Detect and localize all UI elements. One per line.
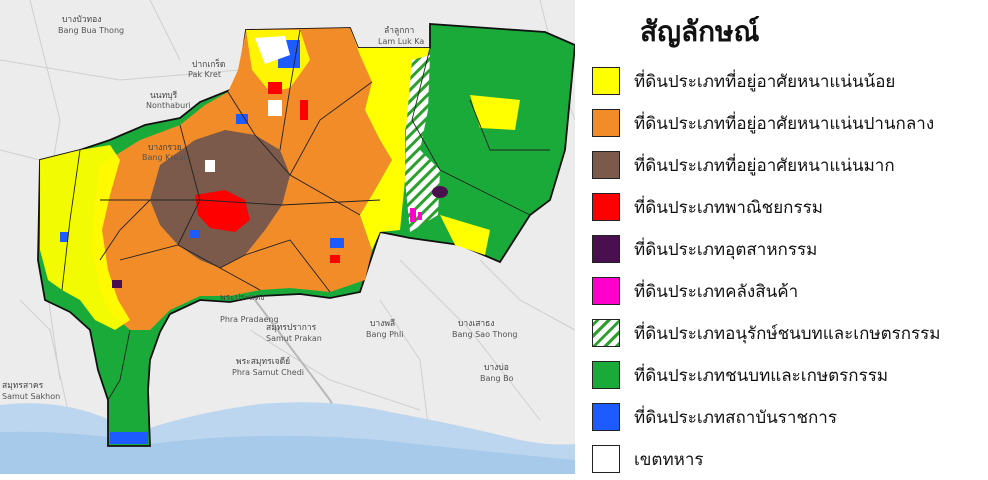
commercial-zone-south xyxy=(330,255,340,263)
legend-item-institution: ที่ดินประเภทสถาบันราชการ xyxy=(592,396,941,438)
place-label-bangkruai-en: Bang Kruai xyxy=(142,153,186,162)
place-label-lamlukka-th: ลำลูกกา xyxy=(384,26,414,36)
legend-item-rural-agriculture: ที่ดินประเภทชนบทและเกษตรกรรม xyxy=(592,354,941,396)
place-label-phrapradaeng-th: พระประแดง xyxy=(220,293,264,303)
legend-swatch-rural-conservation xyxy=(592,319,620,347)
military-zone-2 xyxy=(268,100,282,116)
legend-swatch-high-density xyxy=(592,151,620,179)
place-label-bangbo-en: Bang Bo xyxy=(480,374,514,383)
place-label-pakkret-th: ปากเกร็ด xyxy=(192,58,225,70)
legend-swatch-institution xyxy=(592,403,620,431)
legend-swatch-military xyxy=(592,445,620,473)
legend-label: ที่ดินประเภทอุตสาหกรรม xyxy=(634,239,818,260)
legend-swatch-rural-agriculture xyxy=(592,361,620,389)
map-canvas: บางบัวทอง Bang Bua Thong ปากเกร็ด Pak Kr… xyxy=(0,0,575,474)
legend-item-commercial: ที่ดินประเภทพาณิชยกรรม xyxy=(592,186,941,228)
military-zone-3 xyxy=(205,160,215,172)
place-label-samutprakan-en: Samut Prakan xyxy=(266,334,322,343)
legend-item-low-density: ที่ดินประเภทที่อยู่อาศัยหนาแน่นน้อย xyxy=(592,60,941,102)
place-label-phrasamutchedi-en: Phra Samut Chedi xyxy=(232,368,304,377)
legend-swatch-medium-density xyxy=(592,109,620,137)
place-label-lamlukka-en: Lam Luk Ka xyxy=(378,37,424,46)
institution-zone-2 xyxy=(236,114,248,124)
district-boundaries xyxy=(61,29,550,401)
place-label-bangsaothong-en: Bang Sao Thong xyxy=(452,330,518,339)
place-label-phrapradaeng-en: Phra Pradaeng xyxy=(220,315,279,324)
warehouse-zone-1 xyxy=(410,208,416,222)
legend-swatch-commercial xyxy=(592,193,620,221)
legend-item-rural-conservation: ที่ดินประเภทอนุรักษ์ชนบทและเกษตรกรรม xyxy=(592,312,941,354)
institution-zone-5 xyxy=(190,230,200,238)
institution-zone-4 xyxy=(110,432,148,444)
legend-title: สัญลักษณ์ xyxy=(640,15,760,48)
place-label-bangbuathong-en: Bang Bua Thong xyxy=(58,26,124,35)
legend-label: เขตทหาร xyxy=(634,449,704,470)
legend-swatch-industrial xyxy=(592,235,620,263)
sea-area-deep xyxy=(0,431,575,474)
place-label-nonthaburi-th: นนทบุรี xyxy=(150,90,178,101)
place-label-phrasamutchedi-th: พระสมุทรเจดีย์ xyxy=(236,356,290,367)
institution-zone-3 xyxy=(330,238,344,248)
place-label-pakkret-en: Pak Kret xyxy=(188,70,221,79)
warehouse-zone-2 xyxy=(418,212,422,220)
commercial-zone-north xyxy=(268,82,282,94)
low-density-residential-east xyxy=(470,95,520,130)
place-label-bangphli-th: บางพลี xyxy=(370,318,395,329)
legend-label: ที่ดินประเภทอนุรักษ์ชนบทและเกษตรกรรม xyxy=(634,323,941,344)
place-label-bangkruai-th: บางกรวย xyxy=(148,143,182,153)
industrial-zone-1 xyxy=(432,186,448,198)
legend-label: ที่ดินประเภทที่อยู่อาศัยหนาแน่นปานกลาง xyxy=(634,113,935,134)
place-label-samutsakhon-en: Samut Sakhon xyxy=(2,392,60,401)
legend-swatch-low-density xyxy=(592,67,620,95)
place-label-bangphli-en: Bang Phli xyxy=(366,330,403,339)
industrial-zone-2 xyxy=(112,280,122,288)
place-label-nonthaburi-en: Nonthaburi xyxy=(146,101,191,110)
legend-label: ที่ดินประเภทคลังสินค้า xyxy=(634,281,799,302)
legend-label: ที่ดินประเภทสถาบันราชการ xyxy=(634,407,837,428)
military-zone-1 xyxy=(255,36,290,64)
map-legend: สัญลักษณ์ ที่ดินประเภทที่อยู่อาศัยหนาแน่… xyxy=(580,0,988,474)
legend-label: ที่ดินประเภทชนบทและเกษตรกรรม xyxy=(634,365,889,386)
legend-item-high-density: ที่ดินประเภทที่อยู่อาศัยหนาแน่นมาก xyxy=(592,144,941,186)
legend-item-warehouse: ที่ดินประเภทคลังสินค้า xyxy=(592,270,941,312)
legend-list: ที่ดินประเภทที่อยู่อาศัยหนาแน่นน้อย ที่ด… xyxy=(592,60,941,480)
institution-zone-6 xyxy=(60,232,68,242)
place-labels: บางบัวทอง Bang Bua Thong ปากเกร็ด Pak Kr… xyxy=(2,15,518,401)
legend-label: ที่ดินประเภทที่อยู่อาศัยหนาแน่นน้อย xyxy=(634,71,896,92)
bangkok-area xyxy=(37,23,575,447)
place-label-samutsakhon-th: สมุทรสาคร xyxy=(2,381,44,391)
place-label-bangbuathong-th: บางบัวทอง xyxy=(62,15,101,25)
place-label-samutprakan-th: สมุทรปราการ xyxy=(266,323,317,333)
legend-swatch-warehouse xyxy=(592,277,620,305)
place-label-bangsaothong-th: บางเสาธง xyxy=(458,319,495,329)
legend-item-industrial: ที่ดินประเภทอุตสาหกรรม xyxy=(592,228,941,270)
legend-label: ที่ดินประเภทพาณิชยกรรม xyxy=(634,197,823,218)
legend-item-military: เขตทหาร xyxy=(592,438,941,480)
place-label-bangbo-th: บางบ่อ xyxy=(484,363,509,373)
commercial-zone-northeast xyxy=(300,100,308,120)
land-use-map[interactable]: บางบัวทอง Bang Bua Thong ปากเกร็ด Pak Kr… xyxy=(0,0,575,474)
legend-label: ที่ดินประเภทที่อยู่อาศัยหนาแน่นมาก xyxy=(634,155,895,176)
low-density-residential-southeast xyxy=(440,215,490,255)
legend-item-medium-density: ที่ดินประเภทที่อยู่อาศัยหนาแน่นปานกลาง xyxy=(592,102,941,144)
rural-conservation-zone xyxy=(405,55,440,232)
